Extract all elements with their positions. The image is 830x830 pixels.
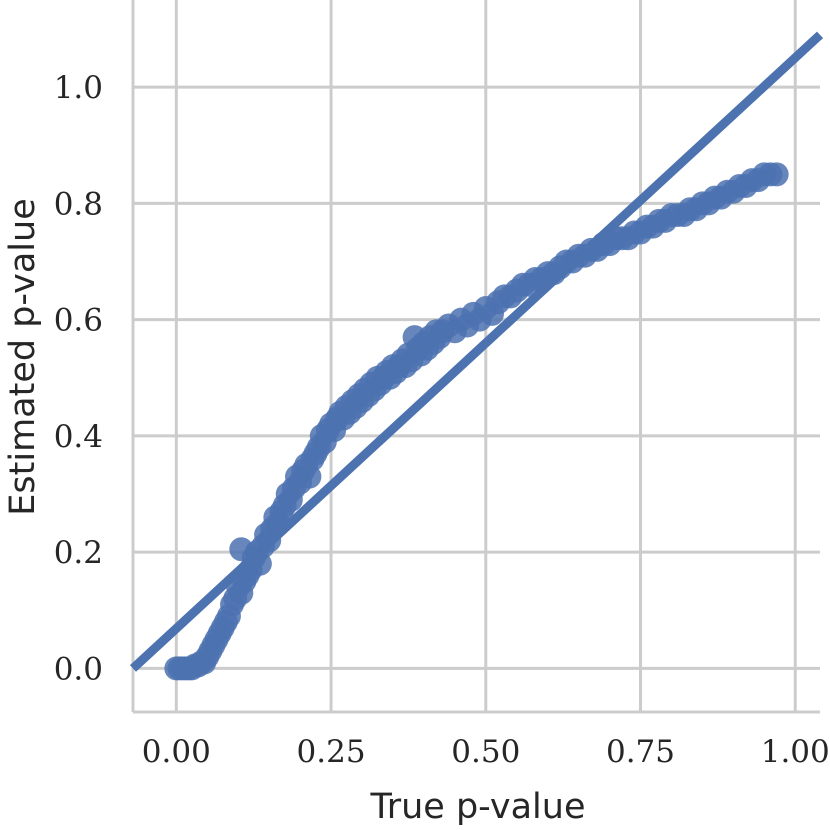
y-tick-label-2: 0.4 — [54, 419, 103, 455]
y-tick-label-4: 0.8 — [54, 186, 103, 222]
x-tick-labels: 0.00 0.25 0.50 0.75 1.00 — [142, 734, 830, 770]
x-tick-label-3: 0.75 — [606, 734, 675, 770]
y-tick-label-3: 0.6 — [54, 303, 103, 339]
x-tick-label-4: 1.00 — [761, 734, 830, 770]
regression-line — [129, 31, 824, 672]
data-point-27 — [229, 537, 254, 562]
regression-line-group — [129, 31, 824, 672]
y-tick-labels: 0.0 0.2 0.4 0.6 0.8 1.0 — [54, 70, 103, 687]
x-tick-label-1: 0.25 — [297, 734, 366, 770]
x-tick-label-2: 0.50 — [451, 734, 520, 770]
x-tick-label-0: 0.00 — [142, 734, 211, 770]
y-axis-label: Estimated p-value — [3, 198, 43, 515]
y-tick-label-1: 0.2 — [54, 535, 103, 571]
data-point-141 — [764, 162, 789, 187]
scatter-points — [164, 162, 789, 681]
axis-spines — [131, 0, 820, 714]
y-tick-label-5: 1.0 — [54, 70, 103, 106]
x-axis-label: True p-value — [370, 787, 586, 827]
y-tick-label-0: 0.0 — [54, 651, 103, 687]
